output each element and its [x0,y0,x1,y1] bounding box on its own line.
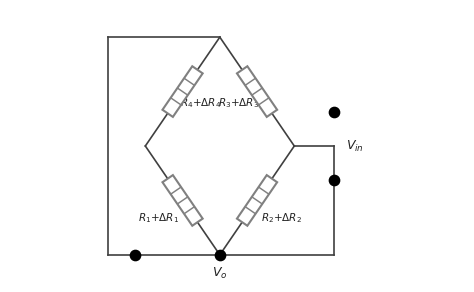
Text: $R_2$+$\Delta R_2$: $R_2$+$\Delta R_2$ [261,211,301,225]
Point [330,178,338,183]
Polygon shape [237,66,277,117]
Text: $R_4$+$\Delta R_4$: $R_4$+$\Delta R_4$ [180,96,222,110]
Text: $R_1$+$\Delta R_1$: $R_1$+$\Delta R_1$ [138,211,179,225]
Text: $V_{in}$: $V_{in}$ [346,138,364,154]
Point [131,253,139,257]
Text: $V_o$: $V_o$ [212,265,228,281]
Polygon shape [237,175,277,226]
Point [330,109,338,114]
Polygon shape [163,175,203,226]
Polygon shape [163,66,203,117]
Point [216,253,224,257]
Text: $R_3$+$\Delta R_3$: $R_3$+$\Delta R_3$ [218,96,259,110]
